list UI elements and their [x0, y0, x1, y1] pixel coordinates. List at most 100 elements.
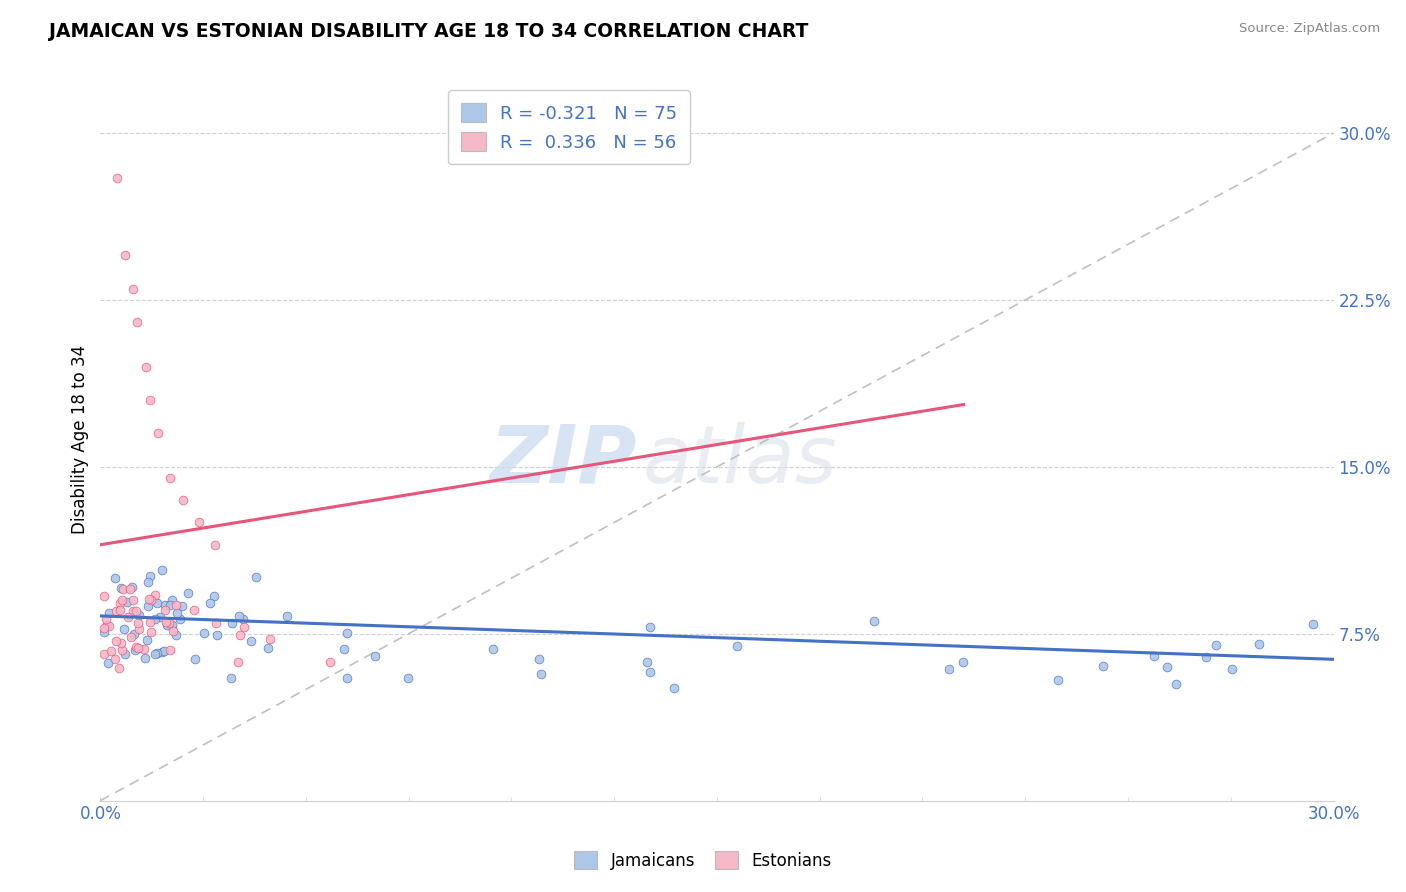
- Point: [138, 592, 160, 607]
- Point: [136, 599, 159, 613]
- Point: [159, 643, 181, 657]
- Point: [97, 656, 120, 670]
- Point: [204, 538, 226, 552]
- Point: [104, 571, 127, 585]
- Point: [153, 599, 176, 613]
- Point: [1220, 662, 1243, 676]
- Point: [160, 593, 183, 607]
- Point: [152, 644, 174, 658]
- Point: [638, 619, 661, 633]
- Point: [229, 628, 252, 642]
- Point: [135, 359, 157, 374]
- Point: [160, 617, 183, 632]
- Point: [121, 580, 143, 594]
- Point: [259, 632, 281, 646]
- Point: [226, 655, 249, 669]
- Point: [527, 652, 550, 666]
- Point: [110, 596, 132, 610]
- Point: [108, 602, 131, 616]
- Point: [725, 639, 748, 653]
- Point: [1302, 617, 1324, 632]
- Point: [111, 593, 134, 607]
- Point: [110, 642, 132, 657]
- Point: [205, 628, 228, 642]
- Point: [112, 623, 135, 637]
- Point: [233, 620, 256, 634]
- Point: [93, 589, 115, 603]
- Point: [138, 615, 160, 630]
- Point: [110, 636, 132, 650]
- Point: [150, 563, 173, 577]
- Point: [336, 671, 359, 685]
- Point: [128, 623, 150, 637]
- Point: [125, 640, 148, 655]
- Point: [149, 610, 172, 624]
- Point: [1156, 659, 1178, 673]
- Point: [155, 615, 177, 630]
- Point: [245, 570, 267, 584]
- Text: Source: ZipAtlas.com: Source: ZipAtlas.com: [1240, 22, 1381, 36]
- Point: [114, 248, 136, 262]
- Point: [136, 575, 159, 590]
- Point: [97, 618, 120, 632]
- Point: [530, 666, 553, 681]
- Point: [276, 609, 298, 624]
- Point: [232, 612, 254, 626]
- Legend: Jamaicans, Estonians: Jamaicans, Estonians: [567, 845, 839, 877]
- Point: [636, 655, 658, 669]
- Point: [97, 606, 120, 620]
- Point: [118, 582, 141, 597]
- Point: [1205, 638, 1227, 652]
- Point: [1164, 677, 1187, 691]
- Point: [122, 604, 145, 618]
- Point: [153, 603, 176, 617]
- Point: [138, 569, 160, 583]
- Point: [157, 616, 180, 631]
- Point: [156, 618, 179, 632]
- Point: [93, 625, 115, 640]
- Point: [169, 612, 191, 626]
- Point: [188, 516, 211, 530]
- Point: [146, 426, 169, 441]
- Point: [110, 582, 132, 596]
- Point: [256, 640, 278, 655]
- Point: [1091, 659, 1114, 673]
- Point: [124, 643, 146, 657]
- Point: [150, 645, 173, 659]
- Point: [863, 614, 886, 628]
- Point: [121, 593, 143, 607]
- Point: [117, 609, 139, 624]
- Point: [93, 621, 115, 635]
- Point: [127, 615, 149, 630]
- Point: [159, 471, 181, 485]
- Point: [104, 634, 127, 648]
- Point: [145, 647, 167, 661]
- Point: [138, 393, 160, 408]
- Point: [105, 170, 128, 185]
- Point: [128, 607, 150, 622]
- Point: [200, 596, 222, 610]
- Point: [165, 628, 187, 642]
- Point: [1195, 650, 1218, 665]
- Point: [162, 624, 184, 638]
- Point: [111, 582, 134, 597]
- Point: [134, 650, 156, 665]
- Point: [125, 604, 148, 618]
- Point: [145, 596, 167, 610]
- Y-axis label: Disability Age 18 to 34: Disability Age 18 to 34: [72, 344, 89, 533]
- Point: [228, 608, 250, 623]
- Point: [1247, 638, 1270, 652]
- Point: [219, 671, 242, 685]
- Point: [145, 589, 167, 603]
- Point: [127, 315, 149, 329]
- Point: [165, 598, 187, 612]
- Point: [136, 633, 159, 648]
- Point: [108, 661, 131, 675]
- Point: [221, 616, 243, 631]
- Point: [364, 648, 387, 663]
- Point: [202, 590, 225, 604]
- Point: [1047, 673, 1070, 688]
- Point: [96, 612, 118, 626]
- Point: [159, 598, 181, 612]
- Point: [398, 671, 420, 685]
